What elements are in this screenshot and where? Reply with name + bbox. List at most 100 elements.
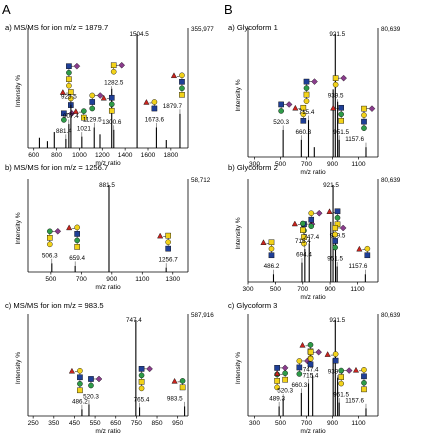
glcnac-square-icon — [179, 78, 185, 85]
x-axis-label: m/z ratio — [300, 428, 326, 435]
max-intensity-label: 587,916 — [191, 312, 214, 319]
galactose-circle-icon — [308, 210, 315, 216]
y-axis-label: Intensity % — [235, 79, 242, 111]
galnac-square-icon — [338, 117, 344, 124]
fucose-triangle-icon — [299, 341, 306, 348]
x-tick-label: 950 — [172, 420, 183, 427]
mannose-circle-icon — [81, 108, 87, 114]
fucose-triangle-icon — [292, 104, 299, 111]
peak-label: 1157.6 — [345, 136, 364, 143]
x-tick-label: 250 — [28, 420, 39, 427]
fucose-triangle-icon — [291, 220, 298, 227]
sialic-diamond-icon — [96, 92, 104, 99]
glcnac-square-icon — [77, 374, 83, 381]
glycan-structure-icon — [170, 72, 185, 98]
y-axis-label: Intensity % — [15, 212, 22, 244]
peak-label: 951.5 — [327, 255, 343, 262]
sialic-diamond-icon — [146, 365, 153, 373]
glcnac-square-icon — [338, 104, 344, 111]
spectrum-title: a) Glycoform 1 — [228, 23, 278, 32]
galnac-square-icon — [110, 62, 117, 69]
fucose-triangle-icon — [100, 94, 107, 101]
peak-label: 939.5 — [330, 232, 346, 239]
peak-label: 747.4 — [303, 234, 319, 241]
mannose-circle-icon — [138, 372, 145, 379]
galnac-square-icon — [179, 91, 185, 98]
peak-label: 921.5 — [329, 317, 345, 324]
glcnac-square-icon — [74, 231, 80, 237]
peak-label: 694.4 — [296, 252, 312, 259]
mannose-circle-icon — [278, 108, 284, 114]
x-tick-label: 700 — [301, 420, 312, 427]
sialic-diamond-icon — [54, 228, 62, 235]
galactose-circle-icon — [138, 385, 145, 392]
max-intensity-label: 80,639 — [381, 312, 401, 319]
glycan-structure-icon — [47, 228, 62, 248]
glycan-structure-icon — [72, 108, 87, 121]
peak-label: 486.2 — [264, 263, 280, 270]
glycan-structure-icon — [326, 208, 341, 228]
sialic-diamond-icon — [315, 348, 322, 356]
peak-label: 715.4 — [299, 109, 315, 116]
spectrum-title: a) MS/MS for ion m/z = 1879.7 — [5, 23, 108, 32]
sialic-diamond-icon — [339, 224, 347, 232]
galactose-circle-icon — [268, 245, 275, 252]
peak-label: 983.5 — [167, 395, 183, 402]
glycan-structure-icon — [171, 377, 186, 391]
peak-label: 939.5 — [328, 93, 344, 100]
spectrum-title: b) MS/MS for ion m/z = 1256.7 — [5, 163, 108, 172]
glycan-structure-icon — [307, 348, 322, 362]
galactose-circle-icon — [74, 224, 80, 231]
x-tick-label: 350 — [48, 420, 59, 427]
spectrum-panel: c) Glycoform 3 80,639 Intensity % 300 500 700… — [228, 301, 401, 435]
x-tick-label: 650 — [110, 420, 121, 427]
glcnac-square-icon — [332, 238, 338, 244]
spectrum-panel: b) Glycoform 2 80,639 Intensity % 300 500 700… — [228, 163, 401, 301]
mannose-circle-icon — [332, 244, 338, 251]
peak-label: 520.3 — [273, 119, 289, 126]
galnac-square-icon — [307, 349, 314, 355]
glcnac-square-icon — [89, 99, 96, 105]
y-axis-label: Intensity % — [235, 352, 242, 384]
max-intensity-label: 80,639 — [381, 26, 401, 33]
fucose-triangle-icon — [324, 351, 331, 357]
galactose-circle-icon — [338, 380, 344, 387]
mannose-circle-icon — [179, 85, 185, 92]
x-axis-label: m/z ratio — [95, 160, 121, 167]
glcnac-square-icon — [334, 208, 341, 215]
column-label-b: B — [224, 2, 233, 17]
x-tick-label: 1800 — [164, 152, 179, 159]
x-tick-label: 1100 — [135, 276, 150, 283]
mannose-circle-icon — [47, 228, 53, 235]
peak-label: 1129.5 — [83, 116, 102, 123]
x-tick-label: 1100 — [351, 161, 366, 168]
glcnac-square-icon — [300, 117, 307, 124]
fucose-triangle-icon — [260, 239, 267, 245]
galnac-square-icon — [332, 75, 339, 81]
peak-label: 660.3 — [295, 129, 311, 136]
galactose-circle-icon — [307, 355, 314, 362]
fucose-triangle-icon — [72, 108, 79, 114]
peak-label: 881.5 — [99, 182, 115, 189]
x-tick-label: 500 — [45, 276, 56, 283]
glcnac-square-icon — [138, 366, 145, 372]
fucose-triangle-icon — [66, 224, 73, 231]
galactose-circle-icon — [66, 82, 72, 89]
glycan-structure-icon — [332, 224, 347, 251]
sialic-diamond-icon — [281, 364, 289, 372]
fucose-triangle-icon — [330, 104, 337, 111]
galactose-circle-icon — [364, 245, 371, 252]
galactose-circle-icon — [89, 92, 96, 99]
glycan-structure-icon — [66, 62, 81, 89]
glycan-structure-icon — [274, 364, 289, 391]
glycan-structure-icon — [110, 61, 125, 75]
fucose-triangle-icon — [326, 208, 333, 214]
x-tick-label: 1600 — [141, 152, 156, 159]
fucose-triangle-icon — [68, 367, 75, 374]
x-tick-label: 500 — [270, 286, 281, 293]
x-axis-label: m/z ratio — [300, 294, 326, 301]
galactose-circle-icon — [296, 358, 303, 364]
galactose-circle-icon — [332, 231, 338, 238]
glcnac-square-icon — [88, 376, 94, 382]
glycan-structure-icon — [89, 92, 104, 112]
